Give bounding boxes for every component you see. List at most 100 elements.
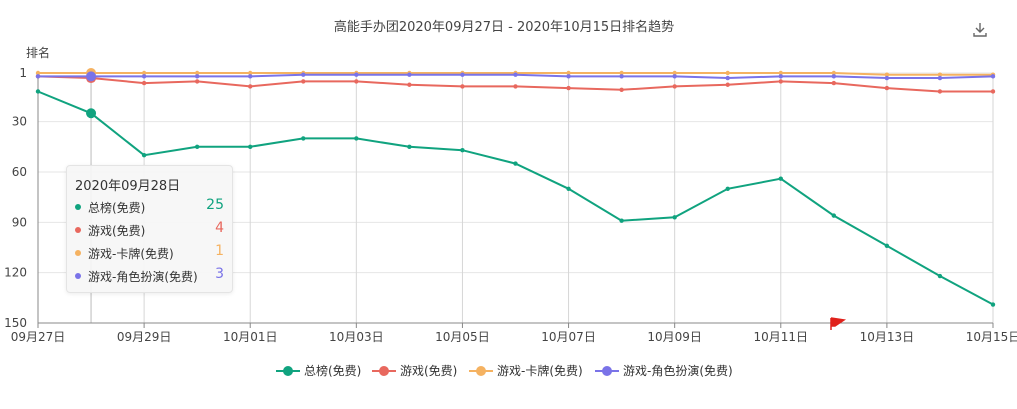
data-point: [990, 89, 996, 94]
data-point: [566, 186, 571, 191]
data-point: [619, 87, 624, 92]
tooltip-date: 2020年09月28日: [75, 179, 181, 194]
x-tick-label: 10月01日: [223, 330, 278, 344]
tooltip-row: 游戏(免费) 4: [75, 220, 224, 240]
data-point: [194, 79, 200, 84]
data-point: [141, 80, 147, 86]
legend-label: 游戏-角色扮演(免费): [623, 363, 733, 378]
data-point: [937, 89, 943, 94]
x-tick-label: 10月07日: [541, 330, 596, 344]
legend-swatch-marker: [283, 366, 293, 376]
legend-label: 游戏(免费): [400, 363, 457, 378]
x-tick-label: 10月11日: [754, 330, 809, 344]
data-point: [513, 161, 518, 166]
tooltip-row: 游戏-角色扮演(免费) 3: [75, 266, 224, 286]
data-point: [194, 144, 200, 150]
y-tick-label: 30: [12, 115, 27, 129]
series-line-2: [37, 75, 993, 93]
tooltip-label: 总榜(免费): [88, 201, 146, 215]
x-tick-label: 10月03日: [329, 330, 384, 344]
download-icon[interactable]: [973, 23, 987, 37]
data-point: [725, 186, 730, 191]
data-point: [619, 74, 624, 79]
x-tick-label: 10月05日: [435, 330, 490, 344]
data-point: [141, 153, 147, 158]
data-point: [778, 176, 783, 181]
data-point: [460, 147, 465, 153]
data-point: [354, 79, 359, 84]
data-point: [884, 85, 890, 91]
tooltip-value: 25: [206, 197, 224, 213]
y-tick-label: 150: [4, 316, 27, 330]
tooltip-row: 总榜(免费) 25: [75, 197, 224, 217]
y-axis-label: 排名: [26, 45, 50, 60]
y-tick-label: 60: [12, 165, 27, 179]
data-point: [35, 74, 41, 79]
data-point: [35, 89, 41, 94]
data-point: [141, 70, 147, 76]
data-point: [566, 70, 571, 76]
data-point: [778, 74, 783, 79]
data-point: [778, 70, 783, 76]
data-point: [937, 75, 943, 81]
data-point: [672, 74, 677, 79]
data-point: [937, 72, 943, 77]
x-tick-label: 10月09日: [647, 330, 702, 344]
y-tick-label: 90: [12, 215, 27, 229]
y-tick-label: 1: [19, 66, 27, 80]
data-point: [619, 218, 624, 223]
data-point: [831, 80, 837, 86]
data-point: [884, 243, 890, 249]
data-point: [566, 85, 571, 91]
data-point: [778, 79, 783, 84]
data-point: [141, 74, 147, 79]
data-point: [831, 70, 837, 76]
data-point: [86, 71, 97, 82]
data-point: [354, 136, 359, 141]
data-point: [566, 74, 571, 79]
data-point: [725, 75, 730, 81]
tooltip-label: 游戏-卡牌(免费): [88, 247, 174, 261]
data-point: [884, 75, 890, 81]
x-tick-label: 09月27日: [11, 330, 66, 344]
data-point: [354, 72, 359, 77]
tooltip-row: 游戏-卡牌(免费) 1: [75, 243, 224, 263]
tooltip-label: 游戏(免费): [88, 224, 146, 238]
data-point: [672, 70, 677, 76]
data-point: [831, 74, 837, 79]
tooltip-dot: [75, 273, 81, 279]
data-point: [619, 70, 624, 76]
data-point: [725, 70, 730, 76]
data-point: [990, 74, 996, 79]
legend-label: 总榜(免费): [304, 363, 361, 378]
data-point: [725, 82, 730, 87]
data-point: [248, 144, 253, 150]
chart-title: 高能手办团2020年09月27日 - 2020年10月15日排名趋势: [334, 19, 674, 35]
data-point: [831, 213, 837, 218]
data-point: [513, 84, 518, 89]
tooltip-dot: [75, 250, 81, 256]
data-point: [460, 72, 465, 77]
data-point: [407, 72, 412, 77]
tooltip-value: 1: [215, 243, 224, 259]
data-point: [35, 70, 41, 76]
legend-label: 游戏-卡牌(免费): [497, 363, 583, 378]
data-point: [248, 70, 253, 76]
tooltip-dot: [75, 227, 81, 233]
data-point: [194, 74, 200, 79]
legend-swatch-marker: [379, 366, 389, 376]
data-point: [248, 84, 253, 89]
data-point: [513, 72, 518, 77]
data-point: [301, 136, 306, 141]
x-tick-label: 10月13日: [860, 330, 915, 344]
data-point: [407, 144, 412, 150]
y-tick-label: 120: [4, 266, 27, 280]
legend-swatch-marker: [602, 366, 612, 376]
tooltip-value: 3: [215, 266, 224, 282]
data-point: [248, 74, 253, 79]
x-tick-label: 10月15日: [966, 330, 1017, 344]
data-point: [301, 79, 306, 84]
tooltip-label: 游戏-角色扮演(免费): [88, 270, 198, 284]
data-point: [194, 70, 200, 76]
data-point: [672, 215, 677, 220]
